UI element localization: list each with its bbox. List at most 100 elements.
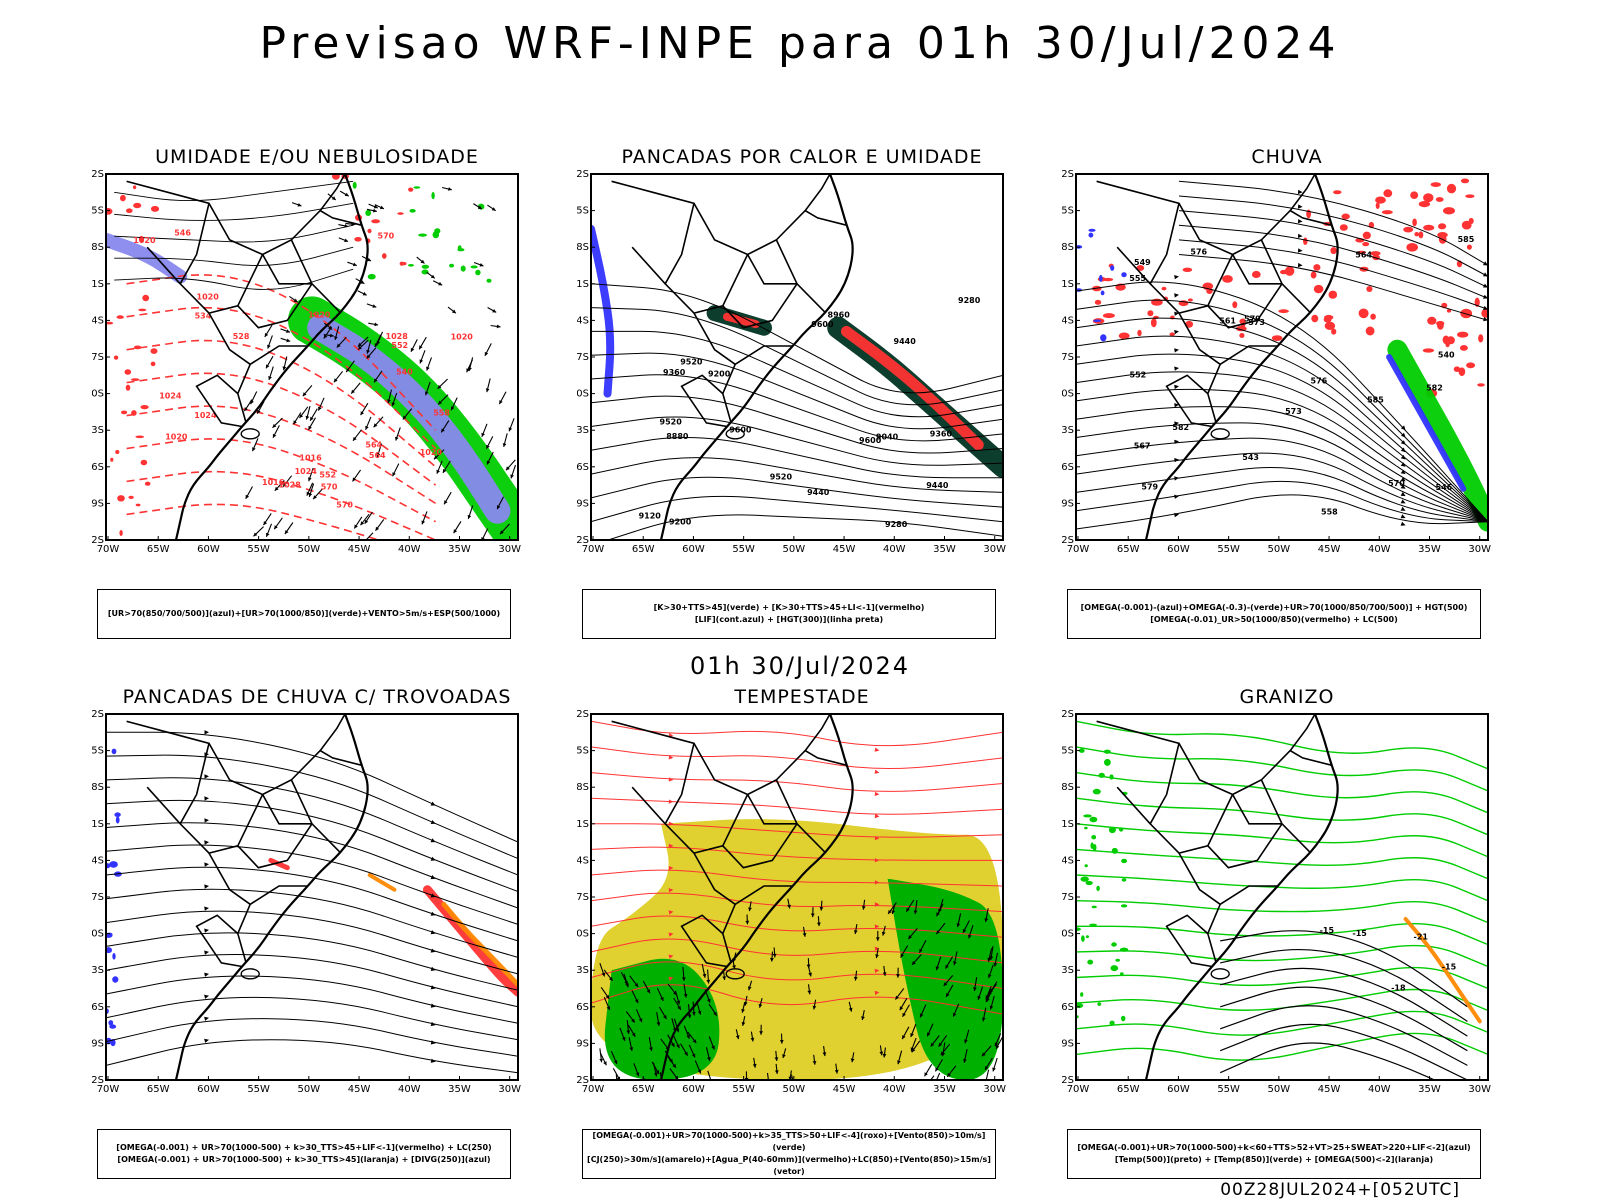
streamline-arrow [874,836,880,841]
country-border [734,885,793,905]
country-border [1116,246,1151,285]
wind-vector-head [252,447,256,452]
legend-line: [OMEGA(-0.001)+UR>70(1000-500)+k>35_TTS>… [592,1131,986,1152]
contour-label: 567 [1134,442,1151,451]
hgt300-contour [591,416,1003,466]
field-blob [1080,992,1084,997]
contour-label: 9520 [660,417,683,426]
field-blob [1120,972,1124,976]
lat-tick-label: 12S [577,170,589,180]
hgt300-contour [606,514,1003,540]
field-blob [1251,270,1261,279]
map-tempestade[interactable]: 12S 15S 18S 21S 24S 27S 30S 33S 36S 39S 42S70W 65W 6… [577,710,1037,1120]
country-border [746,254,797,285]
streamline-arrow [668,976,674,981]
wind-vector-head [861,1016,865,1020]
streamline-arrow [1400,447,1406,453]
streamline [1076,437,1488,523]
field-blob [1446,309,1452,313]
contour-label: 585 [1367,395,1384,404]
streamline-arrow [204,1016,209,1021]
lon-tick-label: 60W [1167,544,1190,555]
contour-label: 570 [321,483,338,492]
map-chuva[interactable]: 585 582 579 576 573 570 567 564 561 558 555 552 549 5… [1062,170,1522,580]
coastline [1144,714,1339,1080]
streamline-arrow [1174,458,1179,463]
streamline-arrow [1174,366,1179,371]
streamline [1076,353,1488,523]
wind-vector-head [272,433,277,438]
lat-tick-label: 42S [577,535,589,546]
wind-vector-head [984,918,989,922]
temp850-contour [1076,874,1488,902]
field-blob [1328,290,1338,299]
lat-tick-label: 36S [577,1002,589,1013]
wind-vector-head [988,974,992,978]
map-trovoadas[interactable]: 12S 15S 18S 21S 24S 27S 30S 33S 36S 39S 42S70W 65W 6… [92,710,552,1120]
wind-vector-head [674,1075,679,1080]
field-blob [1085,935,1089,938]
streamline-arrow [430,838,436,843]
lat-tick-label: 33S [577,425,589,436]
field-blob [1366,286,1373,292]
lon-tick-label: 55W [732,1084,755,1095]
wind-vector-head [436,469,440,474]
temp500-contour [1219,1042,1437,1080]
wind-vector-head [936,912,940,917]
wind-vector-head [977,995,981,1000]
wind-vector-head [466,368,470,373]
contour-label: 9600 [859,436,882,445]
wind-vector-head [508,427,513,432]
field-blob [1104,758,1111,766]
wind-vector-head [402,415,407,420]
panel-granizo: GRANIZO -15 -18 -21 -15 -15 12S 15S 18S 21S 24S 27… [1062,686,1552,1186]
wind-vector-head [373,208,377,213]
wind-vector-head [808,972,812,977]
country-border [1149,203,1234,314]
streamline-arrow [430,948,436,953]
map-pancadas-calor[interactable]: 9600960096009520952095209440944094409360… [577,170,1037,580]
country-border [1207,823,1283,869]
field-blob [1358,308,1369,319]
contour-label: 9520 [680,357,703,366]
lon-tick-label: 45W [1318,1084,1341,1095]
field-blob [1119,947,1129,952]
lat-tick-label: 39S [577,498,589,509]
streamline-arrow [874,769,880,774]
field-blob [126,208,133,213]
field-blob [1381,210,1393,215]
field-blob [119,530,123,536]
wind-vector-head [631,1018,635,1023]
streamline [1178,224,1488,299]
field-blob [144,481,151,486]
lon-tick-label: 70W [582,544,605,555]
streamline [106,996,518,1041]
wind-vector-head [253,532,258,537]
wind-vector-head [274,525,278,530]
contour-label: 1020 [308,310,331,319]
contour-label: 9360 [930,430,953,439]
wind-vector-head [308,425,312,430]
field-blob [115,450,120,454]
field-blob [408,264,414,267]
streamline-arrow [430,1040,436,1045]
field-blob [1453,366,1461,372]
map-granizo[interactable]: -15 -18 -21 -15 -15 12S 15S 18S 21S 24S 27S 30S 33S 3… [1062,710,1522,1120]
field-blob [106,863,111,869]
wind-vector-head [676,1044,680,1049]
field-blob [1362,242,1370,247]
wind-vector-head [691,1053,696,1058]
field-blob [1088,228,1096,232]
field-blob [1362,231,1371,240]
map-umidade[interactable]: 1016 1016 1020 1020 1020 1020 1024 1024 1028 1020… [92,170,552,580]
panel-legend: [OMEGA(-0.001)-(azul)+OMEGA(-0.3)-(verde… [1067,589,1481,639]
panel-legend: [OMEGA(-0.001)+UR>70(1000-500)+k>35_TTS>… [582,1129,996,1179]
temp850-contour [1076,848,1488,880]
field-blob [1370,251,1381,256]
hgt300-contour [591,307,1003,406]
wind-vector-head [834,1069,839,1074]
field-blob [1375,196,1386,204]
wind-vector-head [373,423,378,428]
wind-vector-head [660,996,664,1001]
lat-tick-label: 18S [577,242,589,253]
